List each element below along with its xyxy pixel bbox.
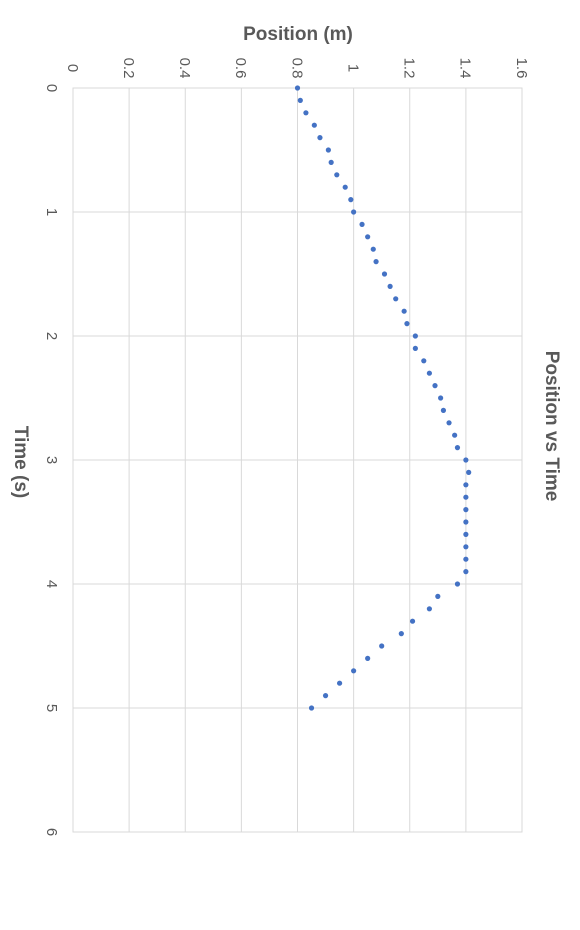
position-tick-label: 0.4 — [176, 58, 193, 79]
data-point — [463, 482, 469, 488]
time-tick-label: 0 — [43, 84, 60, 92]
data-point — [409, 618, 416, 624]
position-tick-label: 0.6 — [232, 58, 249, 79]
data-point — [463, 544, 469, 550]
data-point — [322, 693, 329, 699]
time-tick-label: 1 — [43, 208, 60, 216]
data-point — [463, 494, 469, 500]
time-tick-label: 3 — [43, 456, 60, 464]
data-point — [412, 333, 418, 339]
time-tick-label: 4 — [43, 580, 60, 588]
data-point — [463, 531, 469, 538]
data-point — [426, 606, 432, 612]
data-point — [308, 705, 315, 711]
position-tick-label: 0.2 — [120, 58, 137, 79]
data-point — [463, 556, 469, 562]
data-point — [359, 221, 365, 227]
data-point — [404, 321, 410, 327]
data-point — [351, 668, 357, 674]
position-tick-label: 1.2 — [401, 58, 418, 79]
data-point — [381, 271, 388, 277]
data-point — [311, 122, 317, 128]
data-point — [454, 581, 461, 587]
tick-label-layer: 0 1 2 3 4 5 6 0 0.2 0.4 0.6 0.8 1 1.2 1.4 1.6 — [43, 58, 530, 837]
data-point — [325, 147, 331, 153]
data-point — [348, 197, 354, 203]
data-point-layer — [294, 85, 472, 711]
position-tick-label: 1 — [344, 64, 361, 72]
data-point — [412, 345, 418, 351]
time-tick-label: 5 — [43, 704, 60, 712]
data-point — [342, 184, 348, 190]
data-point — [297, 97, 303, 103]
data-point — [365, 655, 371, 662]
data-point — [438, 395, 444, 401]
grid-layer — [72, 87, 523, 833]
data-point — [317, 135, 323, 141]
chart-title: Position vs Time — [541, 351, 562, 502]
data-point — [401, 308, 407, 314]
data-point — [387, 283, 393, 289]
position-tick-label: 0 — [64, 64, 81, 72]
data-point — [440, 407, 447, 413]
x-axis-title: Time (s) — [10, 426, 31, 499]
data-point — [393, 296, 399, 302]
data-point — [463, 507, 469, 513]
data-point — [463, 519, 469, 525]
data-point — [446, 420, 452, 426]
data-point — [452, 432, 458, 438]
position-tick-label: 0.8 — [288, 58, 305, 79]
time-tick-label: 2 — [43, 332, 60, 340]
data-point — [336, 680, 343, 686]
data-point — [328, 159, 334, 165]
data-point — [303, 110, 309, 116]
data-point — [365, 234, 371, 240]
y-axis-title: Position (m) — [243, 24, 353, 45]
data-point — [426, 370, 432, 376]
data-point — [435, 593, 441, 600]
data-point — [373, 259, 379, 265]
data-point — [351, 209, 357, 215]
position-tick-label: 1.4 — [457, 58, 474, 79]
data-point — [294, 85, 301, 91]
data-point — [421, 358, 427, 364]
data-point — [432, 383, 438, 389]
data-point — [398, 631, 404, 637]
data-point — [463, 569, 469, 575]
data-point — [379, 643, 385, 649]
data-point — [466, 469, 472, 475]
data-point — [334, 172, 340, 178]
data-point — [463, 457, 469, 463]
data-point — [370, 246, 376, 252]
data-point — [454, 445, 461, 451]
time-tick-label: 6 — [43, 828, 60, 836]
position-tick-label: 1.6 — [513, 58, 530, 79]
